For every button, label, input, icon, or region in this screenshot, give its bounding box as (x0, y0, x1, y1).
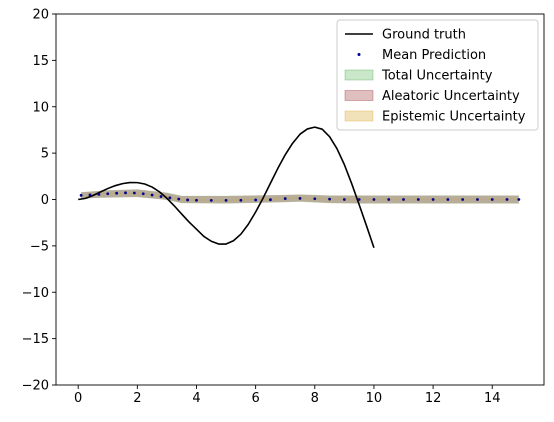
legend-label: Aleatoric Uncertainty (382, 89, 520, 104)
x-tick-label: 8 (311, 391, 319, 406)
legend-swatch-patch (344, 90, 374, 101)
legend-swatch-patch (344, 110, 374, 122)
mean-prediction-point (402, 198, 405, 201)
mean-prediction-point (505, 198, 509, 201)
legend-swatch-patch (344, 69, 374, 81)
legend-label: Total Uncertainty (381, 69, 493, 84)
y-tick-label: 10 (32, 100, 49, 115)
y-tick-label: 20 (32, 8, 49, 23)
y-tick-label: 5 (41, 147, 49, 162)
total-uncertainty-band (81, 189, 519, 204)
x-tick-label: 10 (366, 391, 383, 406)
y-tick-label: 15 (32, 54, 49, 69)
mean-prediction-point (88, 193, 92, 197)
axes: 0 2 4 6 8 10 12 14 −20 −15 −10 −5 0 5 10 15 20 (22, 8, 545, 406)
mean-prediction-point (476, 198, 479, 201)
mean-prediction-point (298, 196, 302, 200)
legend-label: Epistemic Uncertainty (382, 110, 526, 125)
mean-prediction-point (150, 193, 154, 197)
legend-ground-truth: Ground truth (345, 28, 466, 43)
legend-label: Mean Prediction (382, 48, 486, 63)
legend-aleatoric-uncertainty: Aleatoric Uncertainty (344, 89, 520, 104)
x-tick-label: 4 (192, 391, 200, 406)
mean-prediction-point (342, 198, 346, 201)
mean-prediction-point (195, 198, 198, 202)
mean-prediction-point (416, 198, 420, 201)
x-tick-label: 2 (133, 391, 141, 406)
x-tick-label: 0 (74, 391, 82, 406)
mean-prediction-point (115, 191, 119, 195)
mean-prediction-point (168, 196, 172, 200)
mean-prediction-point (224, 199, 228, 202)
mean-prediction-point (177, 197, 181, 201)
mean-prediction-point (490, 198, 494, 201)
plot-area (78, 126, 521, 248)
legend-mean-prediction: Mean Prediction (357, 48, 486, 63)
mean-prediction-point (186, 198, 190, 202)
mean-prediction-point (328, 197, 331, 201)
mean-prediction-point (283, 197, 287, 200)
legend-swatch-dot (357, 53, 361, 56)
mean-prediction-point (269, 198, 272, 202)
mean-prediction-point (446, 198, 450, 201)
mean-prediction-point (97, 193, 101, 196)
aleatoric-uncertainty-band (81, 189, 519, 204)
mean-prediction-point (159, 195, 163, 198)
mean-prediction-point (313, 197, 317, 201)
ground-truth-line (78, 126, 375, 248)
mean-prediction-point (461, 198, 465, 201)
mean-prediction-point (431, 198, 435, 201)
mean-prediction-point (517, 198, 521, 201)
mean-prediction-point (124, 191, 127, 195)
legend-epistemic-uncertainty: Epistemic Uncertainty (344, 110, 526, 125)
mean-prediction-point (254, 198, 258, 202)
mean-prediction-point (372, 198, 376, 201)
mean-prediction-point (387, 198, 391, 201)
mean-prediction-point (79, 193, 83, 197)
x-tick-label: 6 (251, 391, 259, 406)
y-tick-label: −20 (22, 379, 49, 394)
y-tick-label: −5 (30, 239, 49, 254)
legend-total-uncertainty: Total Uncertainty (344, 69, 493, 84)
legend: Ground truth Mean Prediction Total Uncerta… (336, 19, 539, 131)
y-tick-label: −15 (22, 332, 49, 347)
x-tick-label: 14 (484, 391, 501, 406)
mean-prediction-point (239, 198, 243, 202)
legend-label: Ground truth (382, 28, 466, 43)
mean-prediction-point (141, 192, 145, 196)
y-tick-label: −10 (22, 286, 49, 301)
mean-prediction-point (106, 192, 110, 196)
legend-box (336, 19, 539, 131)
mean-prediction-point (357, 198, 361, 201)
mean-prediction-point (132, 191, 136, 195)
y-tick-label: 0 (41, 193, 49, 208)
x-tick-label: 12 (425, 391, 442, 406)
mean-prediction-point (209, 199, 213, 202)
